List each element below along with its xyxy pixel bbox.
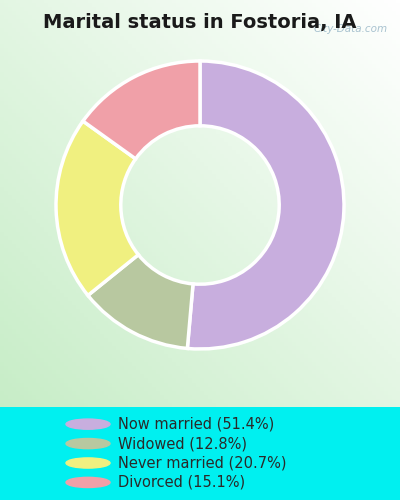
Circle shape	[66, 419, 110, 429]
Circle shape	[66, 438, 110, 448]
Text: Now married (51.4%): Now married (51.4%)	[118, 416, 274, 432]
Text: Marital status in Fostoria, IA: Marital status in Fostoria, IA	[43, 13, 357, 32]
Wedge shape	[187, 61, 344, 349]
Wedge shape	[88, 254, 193, 348]
Text: Divorced (15.1%): Divorced (15.1%)	[118, 475, 245, 490]
Text: City-Data.com: City-Data.com	[314, 24, 388, 34]
Wedge shape	[83, 61, 200, 159]
Circle shape	[66, 478, 110, 488]
Text: Widowed (12.8%): Widowed (12.8%)	[118, 436, 247, 451]
Wedge shape	[56, 121, 138, 296]
Circle shape	[66, 458, 110, 468]
Text: Never married (20.7%): Never married (20.7%)	[118, 456, 286, 470]
